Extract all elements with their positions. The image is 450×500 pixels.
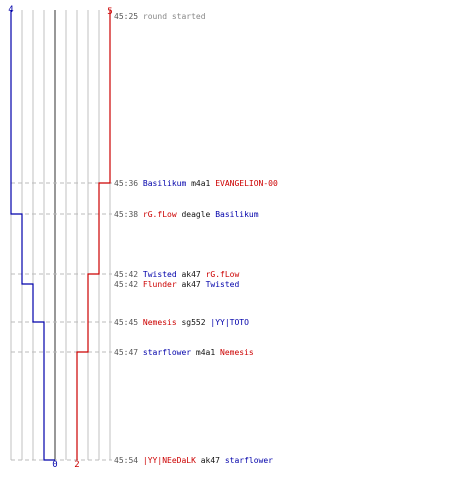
kill-log-entry: 45:47 starflower m4a1 Nemesis [114,348,254,358]
blue-start-count: 4 [8,5,13,15]
kill-log-entry: 45:38 rG.fLow deagle Basilikum [114,210,259,220]
team-red-line [76,10,111,460]
killer-name: Twisted [142,270,177,279]
victim-name: rG.fLow [205,270,240,279]
killer-name: rG.fLow [142,210,177,219]
weapon-name: ak47 [200,456,220,465]
event-time: 45:36 [114,179,139,188]
event-time: 45:42 [114,270,139,279]
red-start-count: 5 [107,7,112,17]
team-blue-line [10,10,55,461]
victim-name: EVANGELION-00 [215,179,278,188]
kill-log-entry: 45:54 |YY|NEeDaLK ak47 starflower [114,456,273,466]
weapon-name: m4a1 [191,179,211,188]
kill-log-entry: 45:42 Flunder ak47 Twisted [114,280,239,290]
weapon-name: sg552 [181,318,206,327]
killer-name: starflower [142,348,192,357]
victim-name: |YY|TOTO [210,318,249,327]
weapon-name: ak47 [181,270,201,279]
victim-name: Twisted [205,280,240,289]
killer-name: Basilikum [142,179,187,188]
victim-name: Nemesis [220,348,254,357]
event-time: 45:47 [114,348,139,357]
event-time: 45:38 [114,210,139,219]
blue-end-count: 0 [52,460,57,470]
weapon-name: ak47 [181,280,201,289]
weapon-name: m4a1 [195,348,216,357]
event-note: round started [142,12,206,21]
killer-name: |YY|NEeDaLK [142,456,196,465]
event-time: 45:45 [114,318,139,327]
victim-name: starflower [224,456,273,465]
kill-log-entry: 45:45 Nemesis sg552 |YY|TOTO [114,318,249,328]
weapon-name: deagle [181,210,211,219]
red-end-count: 2 [74,460,79,470]
kill-log-entry: 45:36 Basilikum m4a1 EVANGELION-00 [114,179,278,189]
event-time: 45:54 [114,456,139,465]
victim-name: Basilikum [215,210,259,219]
kill-log-entry: 45:25 round started [114,12,206,22]
kill-log-entry: 45:42 Twisted ak47 rG.fLow [114,270,239,280]
killer-name: Nemesis [142,318,177,327]
killer-name: Flunder [142,280,177,289]
event-time: 45:42 [114,280,139,289]
event-time: 45:25 [114,12,139,21]
